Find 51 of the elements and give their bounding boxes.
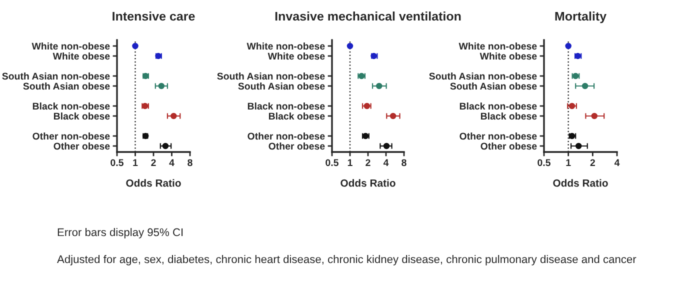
point (575, 142, 582, 150)
y-tick-label: White obese (52, 52, 110, 60)
y-tick-label: Black obese (268, 112, 325, 120)
x-tick-label: 1 (566, 159, 571, 166)
y-tick-label: South Asian non-obese (2, 72, 110, 80)
text: Adjusted for age, sex, diabetes, chronic heart disease, chronic kidney disease, chronic pulmonary disease and cancer (57, 255, 636, 266)
y-tick-label: Other obese (268, 142, 325, 150)
x-tick-label: 4 (169, 159, 174, 166)
y-tick-label: Other non-obese (248, 132, 325, 140)
x-tick-label: 1 (133, 159, 138, 166)
chart-title: Invasive mechanical ventilation (275, 11, 461, 21)
point (582, 82, 588, 90)
y-tick-label: Other obese (480, 142, 537, 150)
x-tick-label: 0.5 (326, 159, 338, 166)
y-tick-label: Black non-obese (460, 102, 537, 110)
y-tick-label: White obese (480, 52, 537, 60)
x-axis-title: Odds Ratio (126, 179, 181, 187)
y-tick-label: White non-obese (32, 42, 110, 50)
x-axis-title: Odds Ratio (340, 179, 396, 187)
point (565, 42, 572, 50)
y-tick-label: South Asian non-obese (217, 72, 325, 80)
y-tick-label: White non-obese (458, 42, 537, 50)
y-tick-label: South Asian obese (450, 82, 537, 90)
x-tick-label: 1 (348, 159, 352, 166)
y-tick-label: Black non-obese (248, 102, 325, 110)
x-axis-title: Odds Ratio (553, 179, 608, 187)
y-tick-label: Other non-obese (460, 132, 537, 140)
y-tick-label: White non-obese (246, 42, 325, 50)
y-tick-label: Black obese (54, 112, 110, 120)
x-tick-label: 0.5 (110, 159, 124, 166)
x-tick-label: 8 (188, 159, 192, 166)
x-tick-label: 4 (383, 159, 389, 166)
y-tick-label: South Asian obese (238, 82, 325, 90)
x-tick-label: 4 (614, 159, 620, 166)
chart-title: Intensive care (112, 11, 195, 21)
x-tick-label: 2 (151, 159, 156, 166)
y-tick-label: Other non-obese (32, 132, 110, 140)
chart-title: Mortality (555, 11, 606, 24)
x-tick-label: 2 (366, 159, 370, 166)
y-tick-label: Black obese (480, 112, 537, 120)
x-tick-label: 2 (590, 159, 595, 166)
y-tick-label: South Asian obese (23, 82, 110, 90)
x-tick-label: 0.5 (538, 159, 550, 166)
y-tick-label: South Asian non-obese (429, 72, 537, 80)
y-tick-label: Black non-obese (32, 102, 110, 110)
y-tick-label: White obese (268, 52, 325, 60)
point (162, 142, 169, 150)
text: Error bars display 95% CI (58, 228, 183, 238)
x-tick-label: 8 (402, 159, 406, 166)
y-tick-label: Other obese (54, 142, 110, 150)
point (158, 82, 165, 90)
